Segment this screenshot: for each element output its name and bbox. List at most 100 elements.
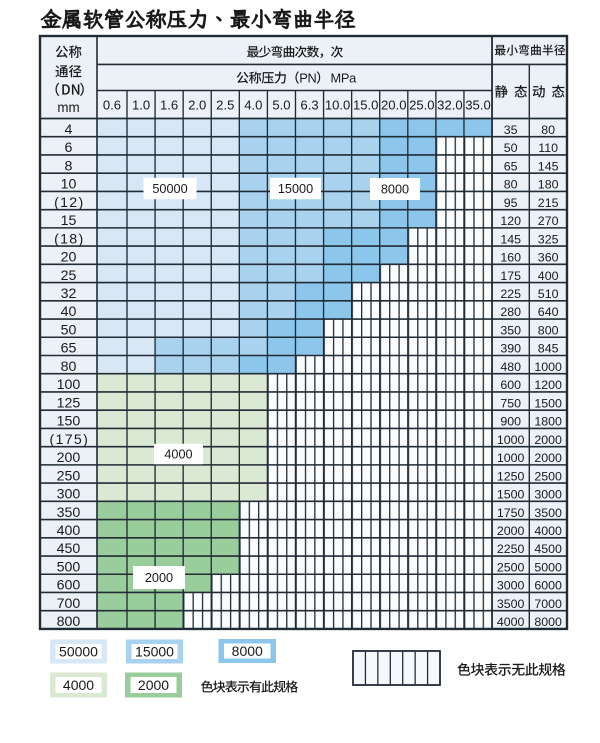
svg-text:6: 6 <box>65 140 73 156</box>
svg-text:80: 80 <box>504 178 518 192</box>
svg-text:500: 500 <box>57 559 81 575</box>
svg-text:2500: 2500 <box>534 469 562 483</box>
svg-text:100: 100 <box>57 377 81 393</box>
svg-text:10.0: 10.0 <box>325 97 350 112</box>
svg-text:4.0: 4.0 <box>244 97 262 112</box>
svg-text:325: 325 <box>538 232 559 246</box>
svg-text:3000: 3000 <box>497 579 525 593</box>
svg-text:mm: mm <box>57 100 79 115</box>
svg-text:145: 145 <box>500 232 521 246</box>
svg-text:145: 145 <box>538 159 559 173</box>
svg-text:15000: 15000 <box>278 182 313 196</box>
svg-text:600: 600 <box>57 578 81 594</box>
svg-text:8000: 8000 <box>534 615 562 629</box>
svg-text:2000: 2000 <box>497 524 525 538</box>
svg-text:350: 350 <box>500 323 521 337</box>
svg-text:600: 600 <box>500 378 521 392</box>
svg-text:200: 200 <box>57 450 81 466</box>
svg-text:3000: 3000 <box>534 488 562 502</box>
svg-text:350: 350 <box>57 505 81 521</box>
svg-text:(175): (175) <box>49 432 89 448</box>
svg-text:360: 360 <box>538 251 559 265</box>
svg-text:4000: 4000 <box>534 524 562 538</box>
svg-text:50000: 50000 <box>59 643 98 659</box>
svg-text:280: 280 <box>500 305 521 319</box>
svg-text:4500: 4500 <box>534 542 562 556</box>
svg-text:(18): (18) <box>54 231 84 247</box>
svg-text:1.0: 1.0 <box>132 97 150 112</box>
svg-text:25.0: 25.0 <box>409 97 434 112</box>
svg-text:0.6: 0.6 <box>103 97 121 112</box>
svg-text:15: 15 <box>61 213 77 229</box>
svg-text:10: 10 <box>61 177 77 193</box>
svg-text:15.0: 15.0 <box>353 97 378 112</box>
svg-text:3500: 3500 <box>497 597 525 611</box>
svg-text:6000: 6000 <box>534 579 562 593</box>
svg-text:20.0: 20.0 <box>381 97 406 112</box>
svg-text:180: 180 <box>538 178 559 192</box>
svg-text:900: 900 <box>500 415 521 429</box>
svg-text:1800: 1800 <box>534 415 562 429</box>
svg-text:35.0: 35.0 <box>465 97 490 112</box>
svg-text:65: 65 <box>61 341 77 357</box>
svg-text:845: 845 <box>538 342 559 356</box>
svg-text:3500: 3500 <box>534 506 562 520</box>
svg-text:50000: 50000 <box>152 182 187 196</box>
svg-text:2000: 2000 <box>145 571 173 585</box>
svg-text:215: 215 <box>538 196 559 210</box>
svg-text:700: 700 <box>57 596 81 612</box>
svg-text:8000: 8000 <box>381 183 409 197</box>
svg-text:1200: 1200 <box>534 378 562 392</box>
svg-text:20: 20 <box>61 250 77 266</box>
svg-text:110: 110 <box>538 141 558 155</box>
svg-text:5.0: 5.0 <box>272 97 290 112</box>
svg-text:1000: 1000 <box>497 433 525 447</box>
svg-text:8000: 8000 <box>232 643 263 659</box>
svg-text:1000: 1000 <box>497 451 525 465</box>
svg-text:160: 160 <box>500 251 521 265</box>
svg-text:225: 225 <box>500 287 521 301</box>
svg-text:2000: 2000 <box>534 433 562 447</box>
svg-text:80: 80 <box>541 123 555 137</box>
svg-text:4000: 4000 <box>164 448 192 462</box>
svg-text:MPa: MPa <box>331 71 358 86</box>
svg-text:65: 65 <box>504 159 518 173</box>
svg-text:2000: 2000 <box>534 451 562 465</box>
svg-text:1000: 1000 <box>534 360 562 374</box>
svg-text:400: 400 <box>57 523 81 539</box>
svg-text:750: 750 <box>500 396 521 410</box>
svg-text:510: 510 <box>538 287 559 301</box>
svg-text:(12): (12) <box>54 195 84 211</box>
svg-text:2500: 2500 <box>497 560 525 574</box>
svg-text:80: 80 <box>61 359 77 375</box>
svg-text:7000: 7000 <box>534 597 562 611</box>
svg-text:4000: 4000 <box>63 677 94 693</box>
svg-text:2.0: 2.0 <box>188 97 206 112</box>
svg-text:35: 35 <box>504 123 518 137</box>
svg-text:1750: 1750 <box>497 506 525 520</box>
svg-text:1250: 1250 <box>497 469 525 483</box>
svg-text:4000: 4000 <box>497 615 525 629</box>
svg-text:400: 400 <box>538 269 559 283</box>
svg-text:4: 4 <box>65 122 73 138</box>
svg-text:640: 640 <box>538 305 559 319</box>
svg-text:5000: 5000 <box>534 560 562 574</box>
svg-text:1500: 1500 <box>534 396 562 410</box>
svg-text:40: 40 <box>61 304 77 320</box>
svg-text:1.6: 1.6 <box>160 97 178 112</box>
svg-text:120: 120 <box>500 214 521 228</box>
svg-text:1500: 1500 <box>497 488 525 502</box>
svg-text:480: 480 <box>500 360 521 374</box>
svg-text:PN: PN <box>299 71 316 86</box>
svg-text:270: 270 <box>538 214 559 228</box>
svg-text:2000: 2000 <box>138 677 169 693</box>
svg-text:300: 300 <box>57 487 81 503</box>
svg-text:50: 50 <box>61 322 77 338</box>
svg-text:25: 25 <box>61 268 77 284</box>
svg-text:8: 8 <box>65 158 73 174</box>
svg-text:50: 50 <box>504 141 518 155</box>
svg-text:800: 800 <box>57 614 81 630</box>
svg-text:450: 450 <box>57 541 81 557</box>
svg-text:175: 175 <box>500 269 521 283</box>
svg-text:32: 32 <box>61 286 77 302</box>
